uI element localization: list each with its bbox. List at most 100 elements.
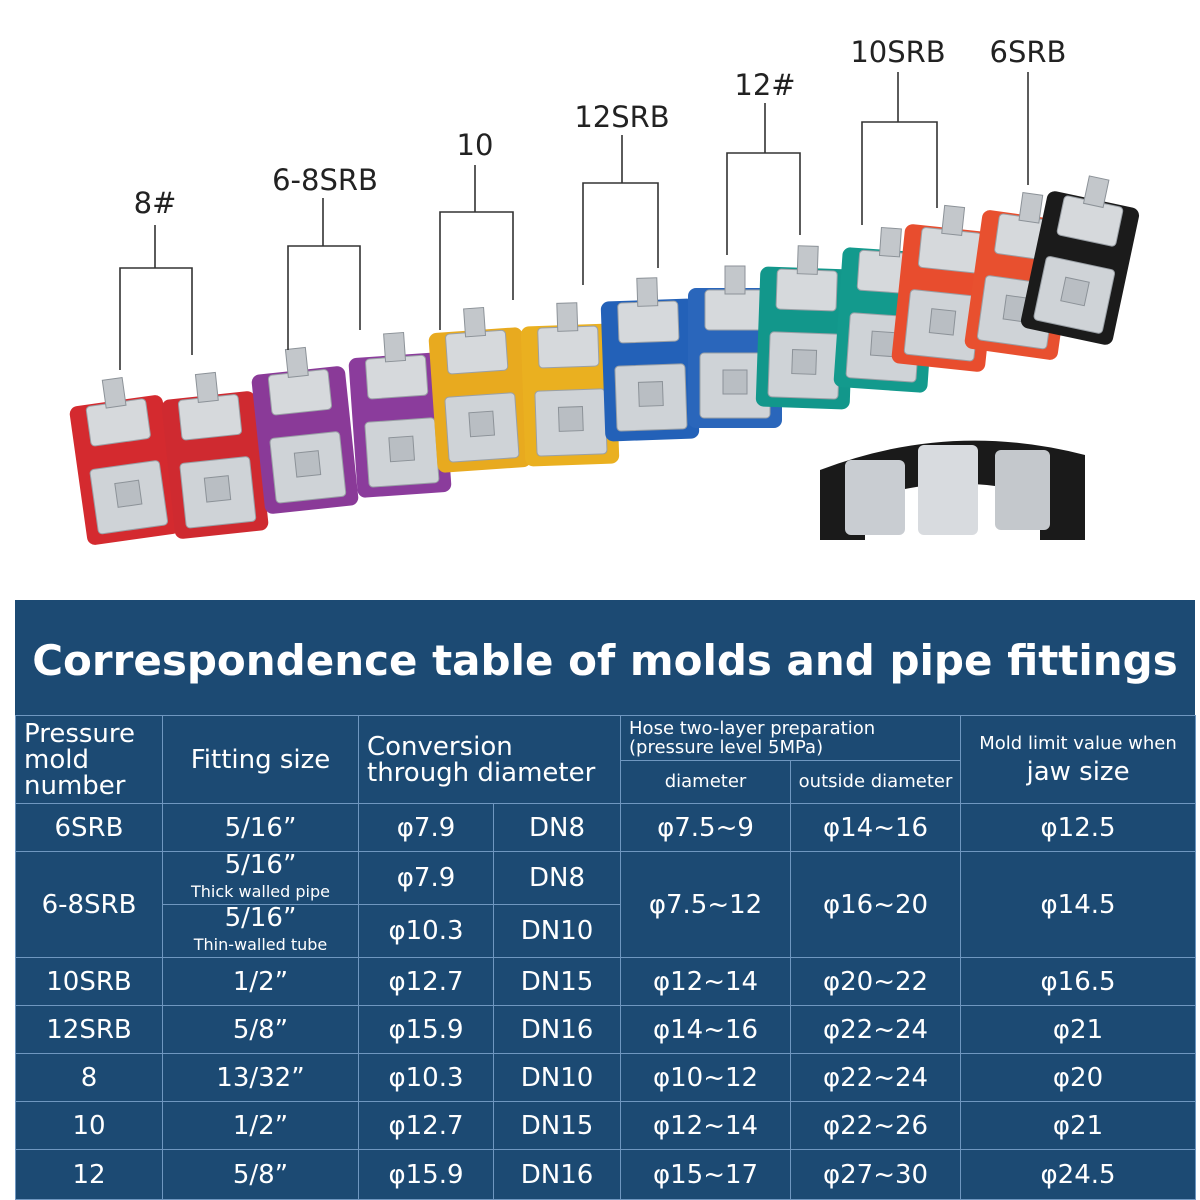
mold-part bbox=[796, 245, 819, 275]
cell: 10 bbox=[15, 1101, 163, 1150]
mold-part bbox=[365, 354, 429, 400]
cell-note: Thick walled pipe bbox=[191, 881, 330, 901]
cell: φ27~30 bbox=[790, 1149, 962, 1200]
cell: φ10.3 bbox=[358, 904, 494, 958]
mold-piece bbox=[251, 346, 359, 514]
mold-part bbox=[463, 306, 487, 338]
cell: φ21 bbox=[960, 1005, 1197, 1054]
product-photo: 8# 6-8SRB 10 12SRB 12# 10SRB 6SRB bbox=[69, 35, 1140, 545]
mold-part bbox=[468, 410, 496, 438]
cell-text: 5/16” bbox=[224, 903, 297, 933]
label: 12# bbox=[734, 68, 795, 102]
header-text: Mold limit value when bbox=[979, 732, 1177, 754]
cell: 5/8” bbox=[162, 1149, 359, 1200]
mold-piece bbox=[69, 376, 181, 545]
cell: φ7.9 bbox=[358, 851, 494, 905]
header-text: jaw size bbox=[1026, 756, 1130, 787]
cell: 5/16” Thin-walled tube bbox=[162, 903, 359, 958]
header-cell: outside diameter bbox=[790, 760, 962, 804]
cell: φ22~26 bbox=[790, 1101, 962, 1150]
cell: 13/32” bbox=[162, 1053, 359, 1102]
label: 12SRB bbox=[574, 100, 669, 134]
cell: DN15 bbox=[492, 1101, 622, 1150]
mold-part bbox=[722, 369, 748, 395]
mold-part bbox=[791, 349, 818, 375]
mold-piece bbox=[348, 331, 452, 498]
cell: φ16.5 bbox=[960, 957, 1197, 1006]
table-title: Correspondence table of molds and pipe f… bbox=[32, 636, 1178, 685]
cell: φ14~16 bbox=[790, 803, 962, 852]
mold-part bbox=[557, 406, 584, 432]
mold-part bbox=[194, 371, 219, 403]
cell: DN10 bbox=[492, 904, 622, 958]
cell: φ14.5 bbox=[960, 851, 1197, 958]
cell: 5/16” bbox=[162, 803, 359, 852]
cell: φ22~24 bbox=[790, 1053, 962, 1102]
table: Pressure mold number Fitting size Conver… bbox=[15, 715, 1197, 1200]
jaw-holder bbox=[820, 440, 1085, 540]
mold-part bbox=[1082, 175, 1110, 209]
mold-part bbox=[637, 381, 664, 407]
header-cell: diameter bbox=[620, 760, 792, 804]
mold-part bbox=[537, 325, 600, 369]
cell: φ7.9 bbox=[358, 803, 494, 852]
label: 10SRB bbox=[850, 35, 945, 69]
cell: φ21 bbox=[960, 1101, 1197, 1150]
cell: φ20~22 bbox=[790, 957, 962, 1006]
mold-piece bbox=[161, 371, 269, 539]
mold-part bbox=[101, 376, 127, 409]
mold-part bbox=[878, 226, 902, 258]
cell: φ10.3 bbox=[358, 1053, 494, 1102]
mold-part bbox=[1060, 276, 1090, 307]
cell: φ15.9 bbox=[358, 1149, 494, 1200]
cell: 5/16” Thick walled pipe bbox=[162, 850, 359, 905]
cell: φ20 bbox=[960, 1053, 1197, 1102]
cell: φ7.5~12 bbox=[620, 851, 792, 958]
mold-part bbox=[383, 331, 407, 363]
cell: φ16~20 bbox=[790, 851, 962, 958]
label: 10 bbox=[457, 128, 494, 162]
cell: φ24.5 bbox=[960, 1149, 1197, 1200]
cell: DN10 bbox=[492, 1053, 622, 1102]
cell: φ12.5 bbox=[960, 803, 1197, 852]
cell: DN8 bbox=[492, 851, 622, 905]
table-panel: Correspondence table of molds and pipe f… bbox=[15, 600, 1197, 1200]
label: 8# bbox=[134, 186, 177, 220]
mold-piece bbox=[1020, 175, 1140, 345]
cell: 1/2” bbox=[162, 1101, 359, 1150]
mold-part bbox=[284, 346, 309, 378]
cell: φ15~17 bbox=[620, 1149, 792, 1200]
cell: 8 bbox=[15, 1053, 163, 1102]
mold-part bbox=[775, 268, 838, 312]
cell: 10SRB bbox=[15, 957, 163, 1006]
mold-part bbox=[724, 265, 746, 295]
mold-part bbox=[114, 479, 143, 508]
cell: 1/2” bbox=[162, 957, 359, 1006]
header-cell: Hose two-layer preparation (pressure lev… bbox=[620, 715, 962, 761]
mold-part bbox=[556, 302, 579, 332]
cell: 12SRB bbox=[15, 1005, 163, 1054]
cell-text: 5/16” bbox=[224, 850, 297, 880]
mold-part bbox=[445, 329, 509, 375]
cell: DN15 bbox=[492, 957, 622, 1006]
cell: φ22~24 bbox=[790, 1005, 962, 1054]
mold-part bbox=[704, 289, 766, 331]
cell: 6-8SRB bbox=[15, 851, 163, 958]
mold-part bbox=[203, 475, 232, 503]
mold-part bbox=[636, 277, 659, 307]
mold-part bbox=[388, 435, 416, 463]
mold-part bbox=[941, 204, 966, 236]
mold-piece bbox=[428, 306, 532, 473]
cell: φ12~14 bbox=[620, 1101, 792, 1150]
mold-piece bbox=[755, 245, 855, 410]
cell: φ7.5~9 bbox=[620, 803, 792, 852]
cell: φ15.9 bbox=[358, 1005, 494, 1054]
cell: φ12.7 bbox=[358, 1101, 494, 1150]
mold-part bbox=[928, 308, 957, 336]
mold-piece bbox=[520, 302, 620, 467]
cell: 5/8” bbox=[162, 1005, 359, 1054]
label: 6SRB bbox=[990, 35, 1067, 69]
mold-part bbox=[1018, 191, 1044, 224]
label: 6-8SRB bbox=[272, 163, 378, 197]
